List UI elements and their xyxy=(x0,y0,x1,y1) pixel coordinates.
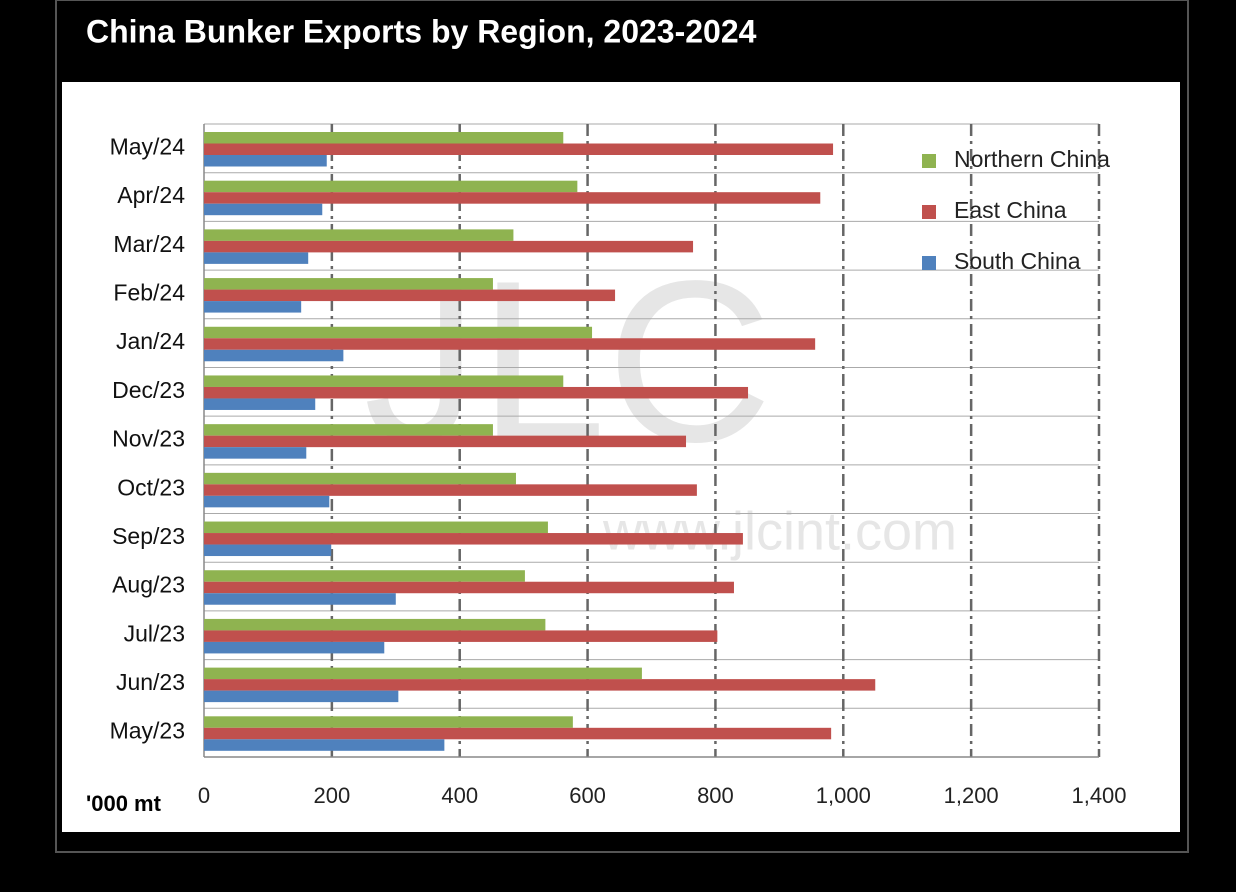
bar xyxy=(204,278,493,290)
bar xyxy=(204,240,694,253)
bar xyxy=(204,484,697,496)
bar xyxy=(204,447,307,459)
bar xyxy=(204,301,302,313)
bar xyxy=(204,544,332,557)
bar xyxy=(204,349,344,362)
x-axis-label: '000 mt xyxy=(86,791,162,816)
bar xyxy=(204,338,816,350)
x-tick-label: 1,200 xyxy=(944,783,999,808)
bar xyxy=(204,618,546,631)
y-tick-label: Jul/23 xyxy=(124,620,185,646)
bar xyxy=(204,192,821,204)
legend-label: South China xyxy=(954,248,1081,274)
bar xyxy=(204,435,687,448)
watermark: www.jlcint.com xyxy=(602,501,957,561)
bar xyxy=(204,570,525,582)
bar xyxy=(204,180,578,193)
legend-swatch xyxy=(922,256,936,270)
x-tick-label: 600 xyxy=(569,783,606,808)
y-tick-label: May/23 xyxy=(110,718,185,744)
bar xyxy=(204,739,445,751)
bar xyxy=(204,690,399,703)
bar xyxy=(204,398,316,410)
bar xyxy=(204,667,642,680)
bar xyxy=(204,143,834,155)
bar xyxy=(204,716,573,728)
bar xyxy=(204,132,564,144)
y-tick-label: Feb/24 xyxy=(113,280,185,306)
bar xyxy=(204,679,876,691)
legend-label: Northern China xyxy=(954,146,1110,172)
chart-title: China Bunker Exports by Region, 2023-202… xyxy=(86,13,757,49)
bar xyxy=(204,386,749,399)
legend-swatch xyxy=(922,205,936,219)
x-tick-label: 400 xyxy=(441,783,478,808)
watermark: JLC xyxy=(363,233,772,490)
bar xyxy=(204,203,323,216)
y-tick-label: Sep/23 xyxy=(112,523,185,549)
frame xyxy=(55,0,1189,853)
y-tick-label: Nov/23 xyxy=(112,426,185,452)
bar xyxy=(204,424,493,436)
x-tick-label: 0 xyxy=(198,783,210,808)
y-tick-label: Apr/24 xyxy=(117,182,185,208)
y-tick-label: Oct/23 xyxy=(117,474,185,500)
bar xyxy=(204,289,616,302)
y-tick-label: Jan/24 xyxy=(116,328,185,354)
bar xyxy=(204,252,309,264)
y-tick-label: Dec/23 xyxy=(112,377,185,403)
bar xyxy=(204,155,327,167)
bar xyxy=(204,581,734,594)
bar xyxy=(204,326,593,339)
bar xyxy=(204,521,548,534)
x-tick-label: 1,000 xyxy=(816,783,871,808)
x-tick-label: 1,400 xyxy=(1071,783,1126,808)
bar xyxy=(204,641,385,654)
x-tick-label: 800 xyxy=(697,783,734,808)
legend-swatch xyxy=(922,154,936,168)
bar xyxy=(204,533,743,545)
bar xyxy=(204,495,330,508)
bar xyxy=(204,630,718,642)
bar xyxy=(204,593,396,605)
legend-label: East China xyxy=(954,197,1067,223)
y-tick-label: Aug/23 xyxy=(112,572,185,598)
y-tick-label: May/24 xyxy=(110,133,186,159)
bar xyxy=(204,375,564,387)
bar xyxy=(204,727,832,740)
bar xyxy=(204,472,516,485)
y-tick-label: Jun/23 xyxy=(116,669,185,695)
y-tick-label: Mar/24 xyxy=(113,231,185,257)
bar xyxy=(204,229,514,241)
x-tick-label: 200 xyxy=(313,783,350,808)
